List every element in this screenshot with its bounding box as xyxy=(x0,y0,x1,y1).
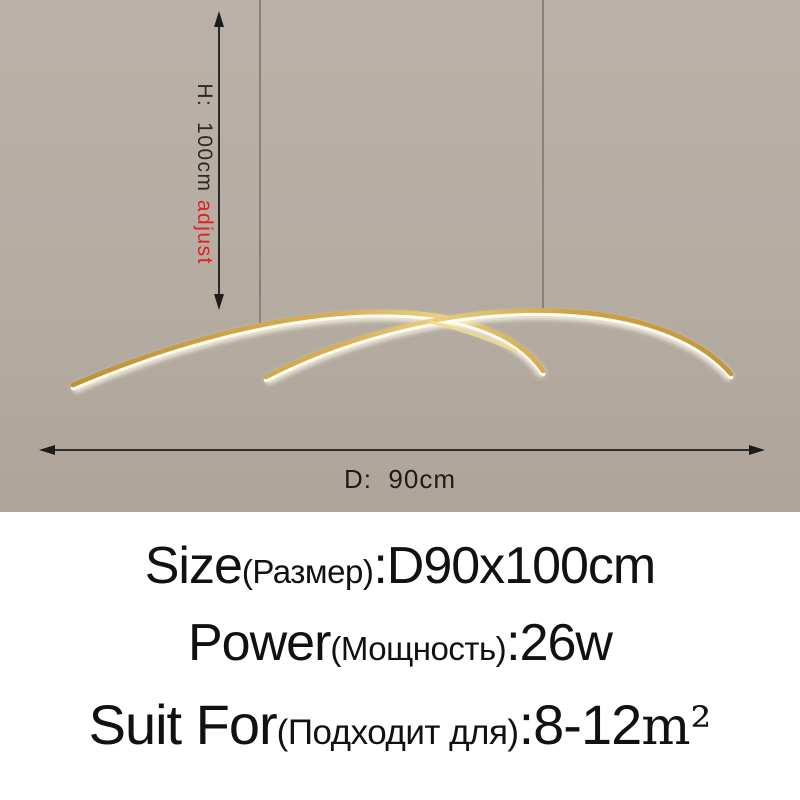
height-dimension-label: H: 100cm adjust xyxy=(168,54,240,265)
suit-value: :8-12 xyxy=(518,693,643,756)
spec-line-suit-for: Suit For(Подходит для):8-12m² xyxy=(0,697,800,754)
height-dimension-arrow xyxy=(214,11,224,310)
suit-label-ru: (Подходит для) xyxy=(276,713,519,752)
spec-panel xyxy=(0,512,800,800)
size-value: :D90x100cm xyxy=(373,537,656,595)
power-value: :26w xyxy=(506,614,613,672)
lamp-arc-left xyxy=(70,309,547,394)
width-dimension-label: D: 90cm xyxy=(343,464,457,494)
spec-line-size: Size(Размер):D90x100cm xyxy=(0,540,800,592)
pendant-lamp-illustration xyxy=(39,0,765,455)
width-dimension-arrow xyxy=(39,445,765,455)
power-label-en: Power xyxy=(188,614,331,672)
ceiling-background xyxy=(0,0,800,512)
height-adjust-text: adjust xyxy=(193,192,216,265)
spec-line-power: Power(Мощность):26w xyxy=(0,617,800,669)
power-label-ru: (Мощность) xyxy=(330,630,507,667)
gold-highlight xyxy=(428,320,518,353)
lamp-arc-right xyxy=(263,308,735,386)
size-label-ru: (Размер) xyxy=(241,553,374,590)
size-label-en: Size xyxy=(144,537,243,595)
suit-unit: m² xyxy=(641,697,712,757)
suit-label-en: Suit For xyxy=(88,693,278,756)
height-value-text: H: 100cm xyxy=(193,83,216,193)
